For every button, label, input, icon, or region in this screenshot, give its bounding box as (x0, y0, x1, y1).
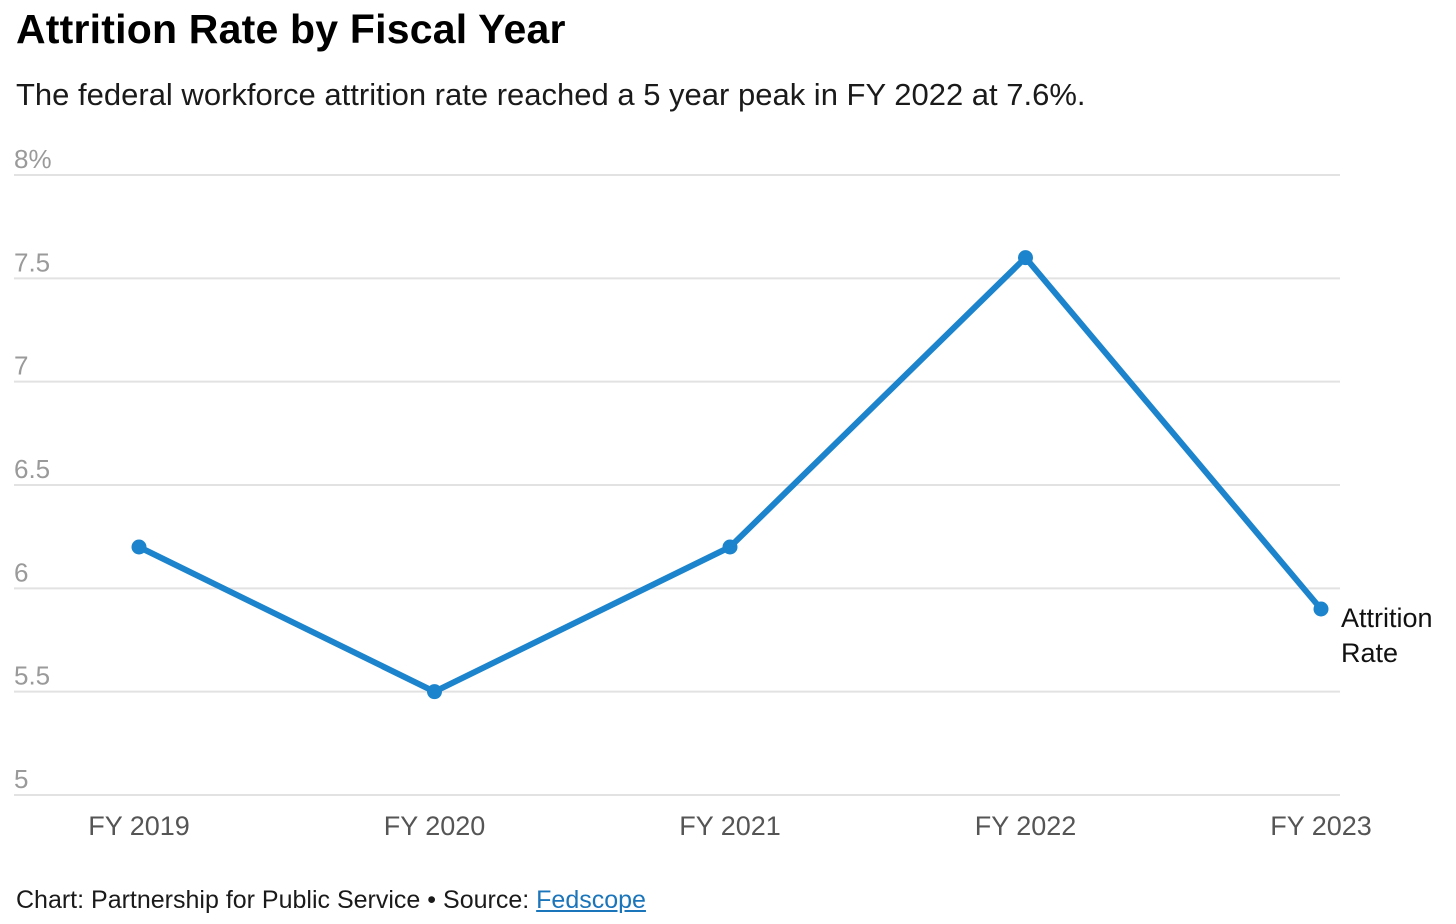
x-tick-label: FY 2022 (975, 811, 1077, 841)
series-label-line: Rate (1341, 638, 1398, 668)
series-labels: Attrition Rate (1341, 603, 1433, 668)
footer-separator: • (427, 886, 437, 914)
x-tick-label: FY 2019 (88, 811, 190, 841)
data-point (131, 539, 147, 555)
series-label-line: Attrition (1341, 603, 1433, 633)
data-point (1313, 601, 1329, 617)
y-axis-ticks: 5 5.5 6 6.5 7 7.5 8% (14, 144, 52, 794)
x-tick-label: FY 2023 (1270, 811, 1372, 841)
y-tick-label: 6.5 (14, 454, 50, 484)
series-lines (136, 254, 1324, 695)
data-points (131, 250, 1329, 700)
chart-footer: Chart: Partnership for Public Service • … (16, 886, 646, 915)
data-point (722, 539, 738, 555)
source-link[interactable]: Fedscope (536, 886, 646, 914)
y-tick-label: 7.5 (14, 247, 50, 277)
series-label: Attrition Rate (1341, 603, 1433, 668)
gridlines (14, 174, 1340, 796)
y-tick-label: 6 (14, 557, 28, 587)
y-tick-label: 5.5 (14, 661, 50, 691)
chart-subtitle: The federal workforce attrition rate rea… (16, 77, 1086, 112)
y-tick-label: 8% (14, 144, 52, 174)
y-tick-label: 7 (14, 351, 28, 381)
chart-title: Attrition Rate by Fiscal Year (16, 6, 566, 52)
y-tick-label: 5 (14, 764, 28, 794)
data-point (427, 684, 442, 700)
data-point (1018, 250, 1033, 266)
x-tick-label: FY 2021 (679, 811, 781, 841)
series-line (136, 254, 1324, 695)
x-tick-label: FY 2020 (384, 811, 486, 841)
chart-credit: Chart: Partnership for Public Service (16, 886, 421, 914)
source-prefix: Source: (443, 886, 530, 914)
x-axis-ticks: FY 2019 FY 2020 FY 2021 FY 2022 FY 2023 (88, 811, 1372, 841)
